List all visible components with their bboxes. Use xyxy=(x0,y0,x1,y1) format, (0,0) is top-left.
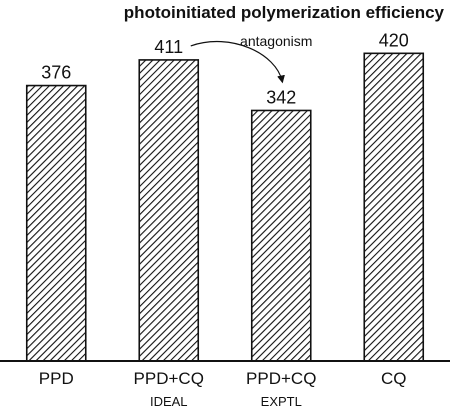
bar-3 xyxy=(250,109,312,362)
labels-layer: 376 411 342 420 xyxy=(41,30,409,107)
bar-2 xyxy=(138,59,200,362)
category-label-3: PPD+CQ xyxy=(246,369,316,388)
category-label-4: CQ xyxy=(381,369,407,388)
chart-title: photoinitiated polymerization efficiency xyxy=(124,3,445,22)
ticks-layer: PPD PPD+CQ IDEAL PPD+CQ EXPTL CQ xyxy=(39,369,407,409)
bars-layer xyxy=(25,52,425,362)
category-label-1: PPD xyxy=(39,369,74,388)
annotation-label: antagonism xyxy=(240,33,312,49)
category-sublabel-2: IDEAL xyxy=(150,394,188,409)
bar-4 xyxy=(363,52,425,362)
data-label-1: 376 xyxy=(41,63,71,83)
data-label-2: 411 xyxy=(154,37,183,57)
annotation-layer: antagonism xyxy=(190,33,312,84)
antagonism-arrow xyxy=(190,41,285,84)
data-label-4: 420 xyxy=(379,30,409,50)
category-label-2: PPD+CQ xyxy=(134,369,204,388)
category-sublabel-3: EXPTL xyxy=(261,394,302,409)
data-label-3: 342 xyxy=(266,87,296,107)
bar-1 xyxy=(25,84,87,362)
